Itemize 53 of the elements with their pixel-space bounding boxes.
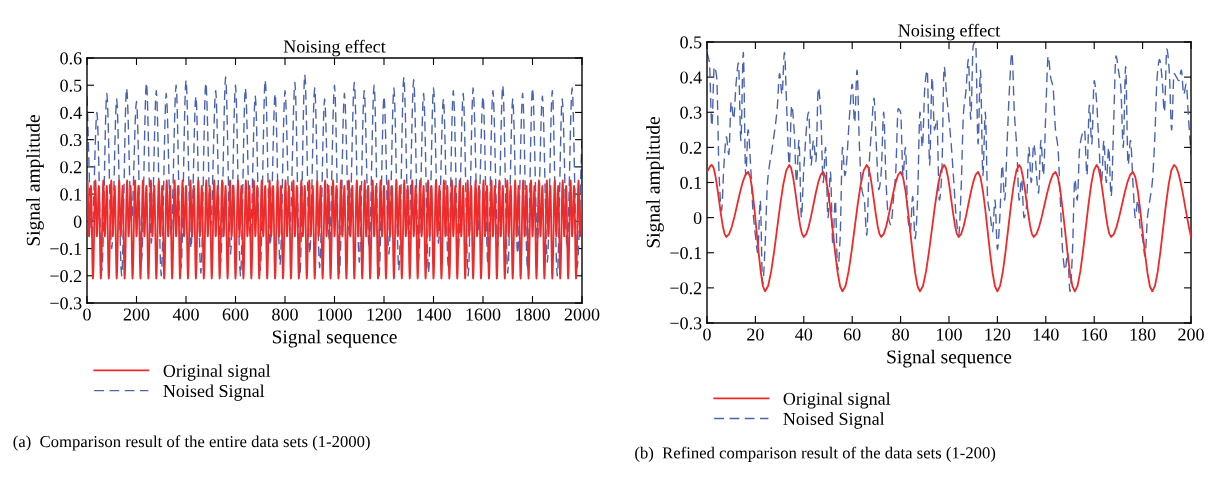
y-tick-label: −0.1 bbox=[670, 247, 702, 260]
text: (a) Comparison result of the entire data sets (1-2000) bbox=[13, 435, 370, 451]
y-tick-label: 0.5 bbox=[60, 79, 82, 92]
y-tick-label: 0.1 bbox=[60, 188, 82, 201]
legend-label: Original signal bbox=[783, 392, 891, 409]
x-tick-label: 1800 bbox=[516, 308, 550, 321]
y-tick-label: −0.2 bbox=[50, 270, 82, 283]
y-tick-label: −0.2 bbox=[670, 282, 702, 295]
x-tick-label: 1400 bbox=[417, 308, 451, 321]
legend-label: Noised Signal bbox=[783, 412, 885, 429]
legend-label: Original signal bbox=[163, 364, 271, 381]
x-tick-label: 1600 bbox=[466, 308, 501, 321]
x-tick-label: 180 bbox=[1130, 328, 1156, 341]
x-tick-label: 160 bbox=[1082, 328, 1108, 341]
x-tick-label: 1200 bbox=[367, 308, 402, 321]
x-tick-label: 100 bbox=[937, 328, 962, 341]
x-tick-label: 800 bbox=[272, 308, 298, 321]
y-tick-label: 0.2 bbox=[60, 161, 82, 174]
y-tick-label: −0.3 bbox=[50, 297, 82, 310]
x-axis-title: Signal sequence bbox=[272, 329, 397, 348]
x-tick-label: 1000 bbox=[318, 308, 352, 321]
chart-title: Noising effect bbox=[898, 23, 1001, 41]
y-tick-label: 0.6 bbox=[60, 52, 82, 65]
y-tick-label: 0.5 bbox=[680, 36, 702, 49]
y-tick-label: 0.1 bbox=[680, 176, 702, 190]
y-axis-title: Signal amplitude bbox=[26, 115, 44, 246]
y-tick-label: 0 bbox=[73, 215, 82, 228]
x-tick-label: 2000 bbox=[564, 308, 600, 321]
y-tick-label: −0.3 bbox=[670, 317, 702, 330]
y-axis-title: Signal amplitude bbox=[646, 117, 664, 248]
text: (b) Refined comparison result of the data sets (1-200) bbox=[635, 446, 996, 462]
x-tick-label: 0 bbox=[703, 328, 711, 341]
legend-label: Noised Signal bbox=[163, 384, 265, 401]
x-tick-label: 140 bbox=[1033, 328, 1059, 341]
x-tick-label: 200 bbox=[1178, 328, 1204, 341]
y-tick-label: 0.3 bbox=[60, 133, 82, 147]
y-tick-label: 0.2 bbox=[680, 141, 702, 154]
x-tick-label: 120 bbox=[985, 328, 1011, 341]
x-tick-label: 80 bbox=[892, 328, 909, 341]
y-tick-label: −0.1 bbox=[50, 242, 82, 256]
x-tick-label: 40 bbox=[795, 328, 813, 341]
y-tick-label: 0 bbox=[693, 211, 702, 225]
y-tick-label: 0.4 bbox=[680, 71, 702, 84]
x-tick-label: 400 bbox=[172, 308, 199, 321]
x-tick-label: 60 bbox=[843, 328, 861, 341]
x-tick-label: 20 bbox=[747, 328, 764, 341]
x-tick-label: 200 bbox=[123, 308, 150, 321]
y-tick-label: 0.3 bbox=[680, 106, 702, 119]
x-tick-label: 600 bbox=[222, 308, 249, 321]
chart-title: Noising effect bbox=[283, 39, 386, 57]
y-tick-label: 0.4 bbox=[60, 106, 82, 119]
x-tick-label: 0 bbox=[83, 308, 91, 321]
x-axis-title: Signal sequence bbox=[887, 349, 1012, 368]
